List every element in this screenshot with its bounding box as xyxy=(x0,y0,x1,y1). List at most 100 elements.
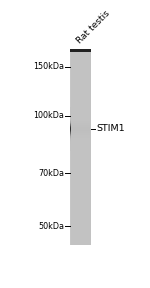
Bar xyxy=(71,109,88,110)
Bar xyxy=(70,130,74,131)
Bar xyxy=(71,138,90,139)
Bar xyxy=(70,139,79,140)
Bar xyxy=(71,139,87,140)
Bar xyxy=(70,122,75,123)
Bar xyxy=(70,147,80,148)
Bar xyxy=(71,125,85,126)
Bar xyxy=(70,135,75,136)
Bar xyxy=(70,118,77,119)
Bar xyxy=(70,108,77,109)
Bar xyxy=(70,147,78,148)
Bar xyxy=(71,126,87,127)
Bar xyxy=(70,111,71,112)
Bar xyxy=(71,144,84,145)
Bar xyxy=(70,143,76,144)
Bar xyxy=(70,130,77,131)
Bar xyxy=(70,122,80,123)
Bar xyxy=(70,122,74,123)
Bar xyxy=(71,140,88,141)
Bar xyxy=(70,146,73,147)
Bar xyxy=(70,108,80,109)
Bar xyxy=(70,145,75,146)
Bar xyxy=(70,117,79,118)
Bar xyxy=(71,140,89,141)
Bar xyxy=(71,111,86,112)
Bar xyxy=(70,120,81,121)
Bar xyxy=(70,107,74,108)
Bar xyxy=(70,110,80,111)
Bar xyxy=(71,115,83,116)
Bar xyxy=(70,130,73,131)
Bar xyxy=(71,143,90,144)
Bar xyxy=(70,123,76,124)
Bar xyxy=(70,129,81,130)
Bar xyxy=(71,140,83,141)
Bar xyxy=(70,140,80,141)
Bar xyxy=(71,150,89,151)
Bar xyxy=(70,129,79,130)
Bar xyxy=(71,121,83,122)
Bar xyxy=(70,111,75,112)
Bar xyxy=(70,135,76,136)
Bar xyxy=(70,121,77,122)
Bar xyxy=(70,142,82,143)
Bar xyxy=(71,137,90,138)
Bar xyxy=(70,125,80,126)
Bar xyxy=(71,140,90,141)
Bar xyxy=(71,145,88,146)
Bar xyxy=(71,118,90,119)
Bar xyxy=(70,146,78,147)
Bar xyxy=(70,128,73,129)
Bar xyxy=(71,116,87,117)
Bar xyxy=(71,108,84,109)
Bar xyxy=(71,124,90,125)
Bar xyxy=(70,111,79,112)
Bar xyxy=(70,122,79,123)
Bar xyxy=(70,145,73,146)
Bar xyxy=(70,123,77,124)
Bar xyxy=(71,123,84,124)
Bar xyxy=(71,126,83,127)
Bar xyxy=(70,119,79,120)
Bar xyxy=(71,148,84,149)
Bar xyxy=(70,141,75,142)
Bar xyxy=(70,125,72,126)
Bar xyxy=(70,114,75,115)
Bar xyxy=(70,136,73,137)
Bar xyxy=(70,136,77,137)
Bar xyxy=(70,133,83,134)
Bar xyxy=(71,145,86,146)
Bar xyxy=(71,127,86,128)
Bar xyxy=(71,122,87,123)
Bar xyxy=(70,133,75,134)
Bar xyxy=(71,128,85,129)
Bar xyxy=(70,112,82,113)
Bar xyxy=(70,148,82,149)
Bar xyxy=(71,114,83,115)
Bar xyxy=(70,140,74,141)
Bar xyxy=(71,130,85,131)
Bar xyxy=(70,142,83,143)
Bar xyxy=(70,140,82,141)
Bar xyxy=(70,116,72,117)
Bar xyxy=(70,150,82,151)
Bar xyxy=(71,131,85,132)
Bar xyxy=(70,122,79,123)
Bar xyxy=(71,147,84,148)
Bar xyxy=(70,143,73,144)
Bar xyxy=(71,140,84,141)
Bar xyxy=(71,119,85,120)
Bar xyxy=(70,118,77,119)
Bar xyxy=(70,132,77,133)
Bar xyxy=(71,149,85,150)
Bar xyxy=(70,123,79,124)
Bar xyxy=(71,118,86,119)
Bar xyxy=(70,117,71,118)
Bar xyxy=(70,147,71,148)
Bar xyxy=(70,142,72,143)
Bar xyxy=(71,118,87,119)
Bar xyxy=(70,133,81,134)
Bar xyxy=(70,150,76,151)
Bar xyxy=(71,147,89,148)
Bar xyxy=(71,125,83,126)
